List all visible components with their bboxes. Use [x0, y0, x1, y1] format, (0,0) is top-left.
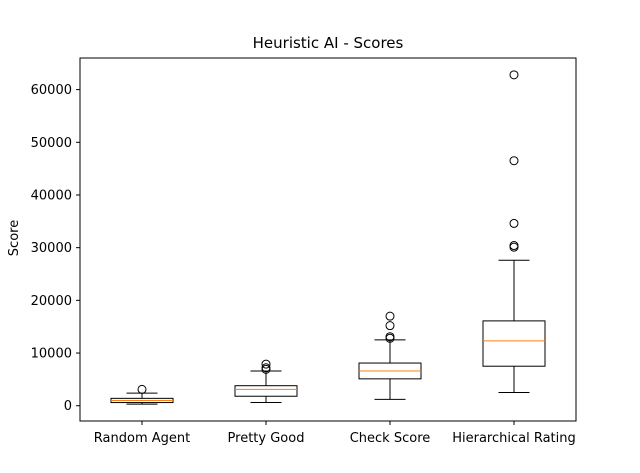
outlier-point	[385, 311, 395, 321]
y-tick-label: 0	[64, 399, 72, 414]
outlier-point	[137, 384, 147, 394]
outlier-point	[261, 359, 271, 369]
y-tick-label: 50000	[31, 136, 72, 151]
x-tick-label: Hierarchical Rating	[452, 431, 576, 446]
outlier-point	[261, 363, 271, 373]
outlier-point	[385, 321, 395, 331]
outlier-point	[385, 332, 395, 342]
x-tick-label: Random Agent	[94, 431, 190, 446]
box	[482, 320, 546, 367]
y-tick-label: 10000	[31, 347, 72, 362]
y-tick-label: 30000	[31, 241, 72, 256]
outlier-point	[509, 70, 519, 80]
chart-title: Heuristic AI - Scores	[253, 34, 404, 52]
outlier-point	[509, 241, 519, 251]
y-tick-label: 20000	[31, 294, 72, 309]
y-axis-label: Score	[7, 220, 22, 256]
x-tick-label: Check Score	[350, 431, 431, 446]
box	[234, 385, 298, 397]
x-tick-label: Pretty Good	[228, 431, 305, 446]
outlier-point	[509, 218, 519, 228]
outlier-point	[509, 156, 519, 166]
axes-frame	[79, 57, 577, 422]
y-tick-label: 60000	[31, 83, 72, 98]
plot-area: 0 10000 20000 30000 40000 50000 60000 Random Ag…	[31, 57, 577, 446]
y-tick-label: 40000	[31, 188, 72, 203]
